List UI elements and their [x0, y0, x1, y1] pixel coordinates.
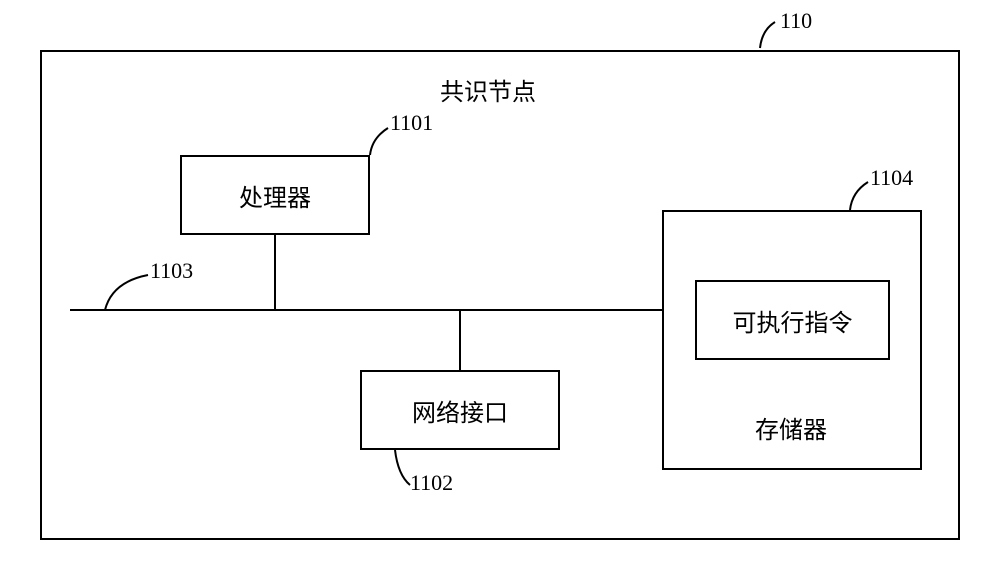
- callout-label-110: 110: [780, 8, 812, 34]
- connector-bus-network: [459, 310, 461, 370]
- callout-label-1103: 1103: [150, 258, 193, 284]
- bus-line: [70, 309, 662, 311]
- executable-instructions-box: 可执行指令: [695, 280, 890, 360]
- network-interface-box: 网络接口: [360, 370, 560, 450]
- executable-instructions-label: 可执行指令: [733, 303, 853, 338]
- callout-label-1104: 1104: [870, 165, 913, 191]
- network-interface-label: 网络接口: [412, 393, 508, 428]
- processor-box: 处理器: [180, 155, 370, 235]
- connector-processor-bus: [274, 235, 276, 310]
- memory-label: 存储器: [755, 410, 827, 445]
- callout-label-1102: 1102: [410, 470, 453, 496]
- callout-label-1101: 1101: [390, 110, 433, 136]
- processor-label: 处理器: [239, 178, 311, 213]
- outer-box-title: 共识节点: [440, 72, 536, 107]
